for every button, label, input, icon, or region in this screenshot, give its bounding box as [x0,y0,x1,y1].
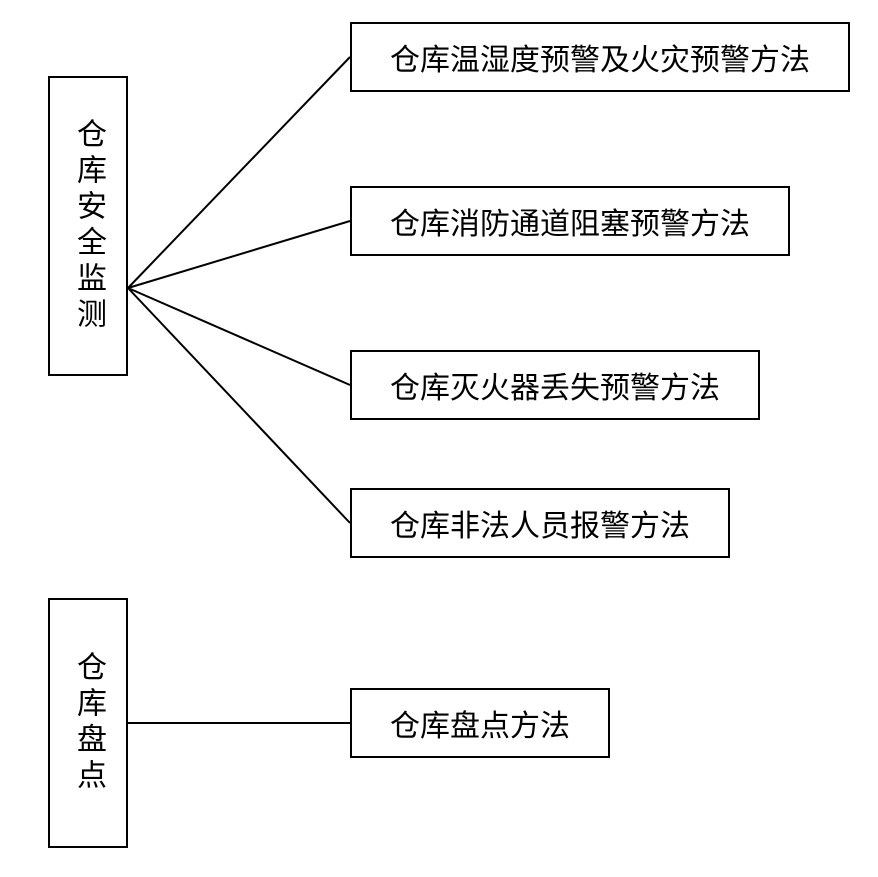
node-leaf-inventory-method-label: 仓库盘点方法 [380,701,580,745]
node-root-inventory: 仓库盘点 [48,598,128,848]
node-leaf-extinguisher: 仓库灭火器丢失预警方法 [350,350,760,420]
node-leaf-inventory-method: 仓库盘点方法 [350,688,610,758]
node-leaf-fire-passage-label: 仓库消防通道阻塞预警方法 [380,199,760,243]
node-leaf-illegal-person: 仓库非法人员报警方法 [350,488,730,558]
node-leaf-temp-humidity-label: 仓库温湿度预警及火灾预警方法 [380,35,820,79]
node-leaf-fire-passage: 仓库消防通道阻塞预警方法 [350,186,790,256]
node-root-safety-label: 仓库安全监测 [66,118,110,334]
node-leaf-extinguisher-label: 仓库灭火器丢失预警方法 [380,363,730,407]
node-root-safety: 仓库安全监测 [48,76,128,376]
node-leaf-illegal-person-label: 仓库非法人员报警方法 [380,501,700,545]
node-root-inventory-label: 仓库盘点 [66,651,110,795]
node-leaf-temp-humidity: 仓库温湿度预警及火灾预警方法 [350,22,850,92]
